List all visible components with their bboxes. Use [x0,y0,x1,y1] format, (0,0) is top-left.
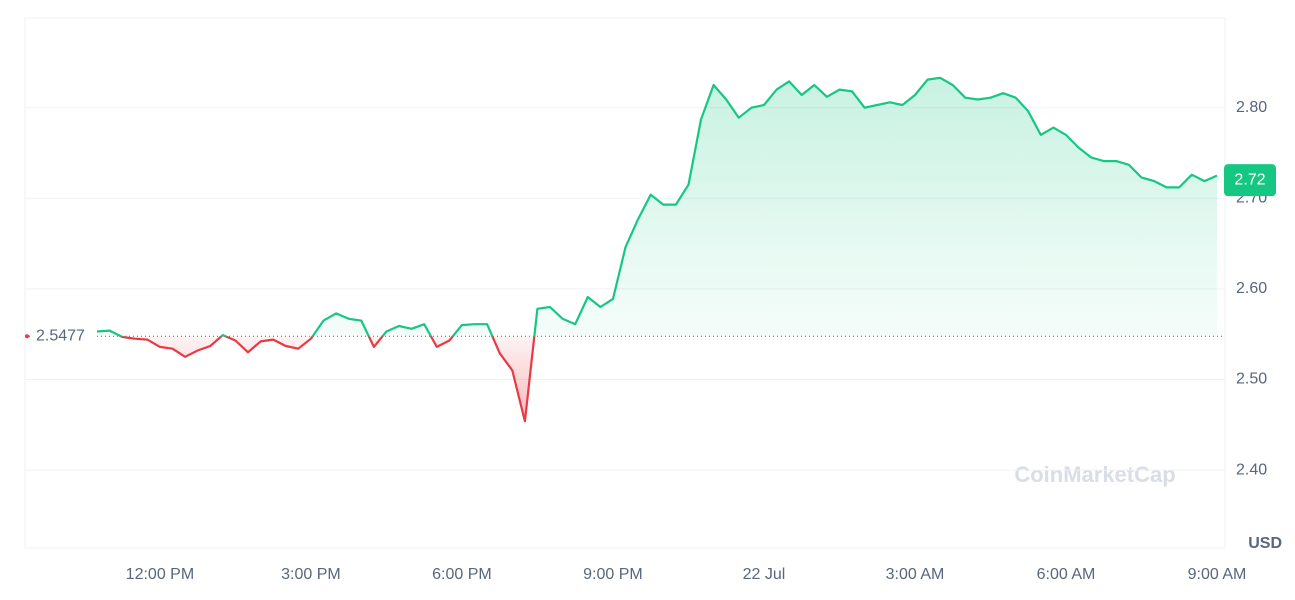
price-area [97,77,1217,422]
x-tick-label: 3:00 PM [281,566,341,583]
x-tick-label: 9:00 AM [1188,566,1247,583]
x-tick-label: 9:00 PM [583,566,643,583]
baseline-label-bg [30,325,96,348]
y-tick-label: 2.80 [1236,99,1267,116]
x-tick-label: 12:00 PM [126,566,194,583]
current-price-badge [1224,164,1276,197]
currency-label: USD [1248,535,1282,552]
x-tick-label: 6:00 AM [1037,566,1096,583]
current-price-label: 2.72 [1234,171,1265,188]
x-tick-label: 22 Jul [743,566,786,583]
y-tick-label: 2.50 [1236,371,1267,388]
plot-frame [24,17,1226,549]
y-tick-label: 2.60 [1236,280,1267,297]
baseline-marker [25,334,29,339]
x-tick-label: 6:00 PM [432,566,492,583]
baseline-label: 2.5477 [36,327,85,344]
price-line [96,76,1218,423]
watermark: CoinMarketCap [1014,462,1175,487]
x-tick-label: 3:00 AM [886,566,945,583]
y-tick-label: 2.40 [1236,461,1267,478]
